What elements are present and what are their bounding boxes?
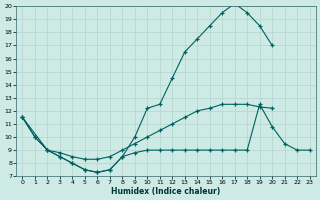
X-axis label: Humidex (Indice chaleur): Humidex (Indice chaleur) [111, 187, 221, 196]
